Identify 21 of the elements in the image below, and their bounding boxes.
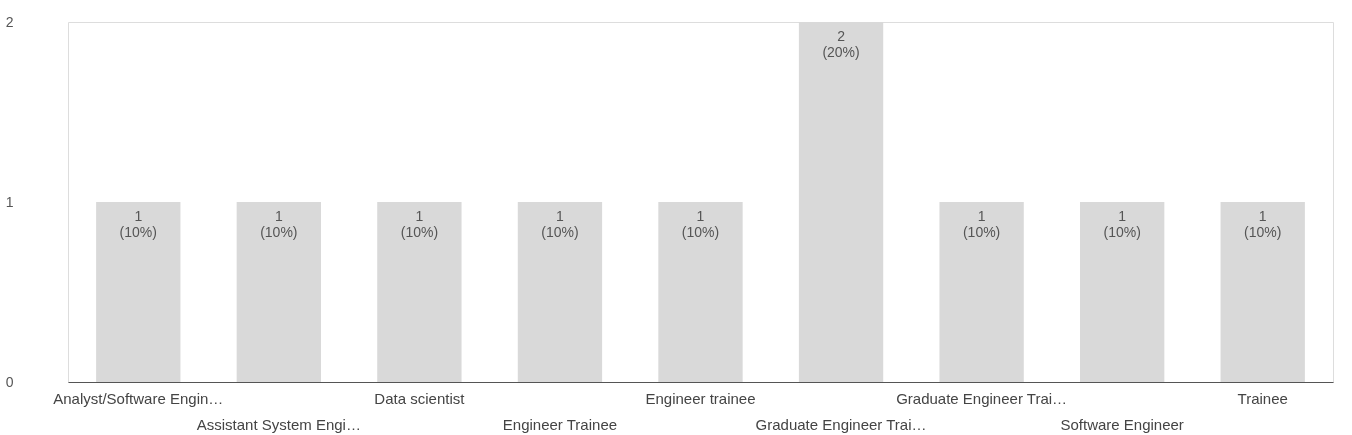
x-tick-label: Engineer trainee: [645, 390, 756, 407]
data-label: 1 (10%): [260, 208, 298, 240]
data-label: 1 (10%): [119, 208, 157, 240]
x-tick-label: Software Engineer: [1060, 416, 1184, 433]
data-label: 1 (10%): [541, 208, 579, 240]
x-tick-label: Analyst/Software Engin…: [53, 390, 224, 407]
x-tick-label: Assistant System Engi…: [196, 416, 361, 433]
x-tick-label: Data scientist: [374, 390, 466, 407]
x-tick-label: Graduate Engineer Trai…: [755, 416, 927, 433]
data-label: 2 (20%): [822, 28, 860, 60]
x-tick-label: Trainee: [1237, 390, 1288, 407]
data-label: 1 (10%): [1103, 208, 1141, 240]
x-tick-label: Graduate Engineer Trai…: [896, 390, 1068, 407]
x-tick-label: Engineer Trainee: [502, 416, 618, 433]
data-label: 1 (10%): [1244, 208, 1282, 240]
data-label: 1 (10%): [681, 208, 720, 240]
y-tick-label: 0: [5, 373, 14, 390]
data-label: 1 (10%): [962, 208, 1001, 240]
data-label: 1 (10%): [400, 208, 439, 240]
y-tick-label: 2: [5, 13, 14, 30]
y-tick-label: 1: [5, 193, 14, 210]
